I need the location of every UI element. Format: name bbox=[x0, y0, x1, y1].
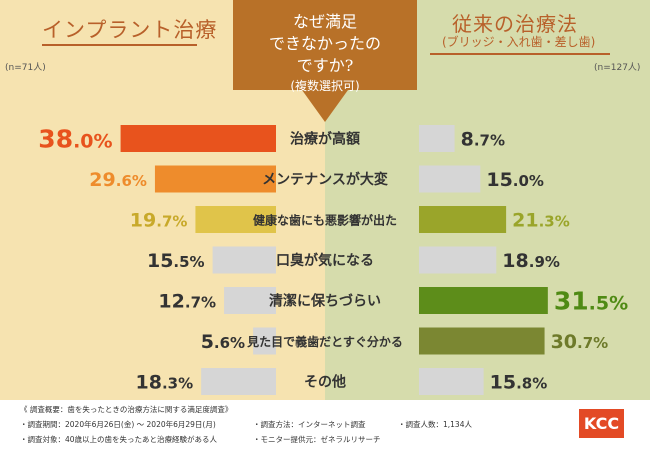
survey-footer bbox=[0, 400, 650, 450]
conventional-bar bbox=[419, 165, 481, 193]
conventional-title-underline bbox=[430, 53, 610, 55]
implant-value-label: 29.6% bbox=[89, 169, 147, 191]
conventional-value-label: 15.8% bbox=[490, 372, 548, 394]
conventional-value-label: 30.7% bbox=[551, 331, 609, 353]
implant-value-label: 12.7% bbox=[158, 291, 216, 313]
implant-value-label: 18.3% bbox=[136, 372, 194, 394]
footer-heading: 《 調査概要：歯を失ったときの治療方法に関する満足度調査》 bbox=[20, 405, 233, 414]
implant-value-label: 15.5% bbox=[147, 250, 205, 272]
category-label: メンテナンスが大変 bbox=[262, 171, 388, 188]
category-label: 口臭が気になる bbox=[276, 252, 374, 269]
question-arrow-shape bbox=[233, 0, 417, 122]
question-line-3: ですか? bbox=[296, 56, 354, 75]
question-banner bbox=[233, 0, 417, 122]
footer-target: ・調査対象：40歳以上の歯を失ったあと治療経験がある人 bbox=[20, 435, 218, 444]
kcc-logo: KCC bbox=[579, 409, 624, 438]
conventional-value-label: 18.9% bbox=[502, 250, 560, 272]
conventional-bar bbox=[419, 125, 455, 152]
conventional-bar bbox=[419, 206, 507, 233]
question-line-2: できなかったの bbox=[268, 34, 381, 53]
question-note: (複数選択可) bbox=[290, 79, 360, 93]
category-label: 清潔に保ちづらい bbox=[269, 293, 381, 310]
category-label: 治療が高額 bbox=[290, 131, 360, 148]
conventional-title: 従来の治療法 bbox=[452, 12, 578, 36]
implant-value-label: 5.6% bbox=[201, 331, 245, 353]
conventional-value-label: 21.3% bbox=[512, 210, 570, 232]
implant-value-label: 19.7% bbox=[130, 210, 188, 232]
footer-period: ・調査期間：2020年6月26日(金) ～ 2020年6月29日(月) bbox=[20, 420, 216, 429]
conventional-subtitle: (ブリッジ・入れ歯・差し歯) bbox=[442, 35, 596, 49]
implant-bar bbox=[120, 125, 276, 152]
conventional-bar bbox=[419, 287, 548, 314]
conventional-value-label: 31.5% bbox=[554, 287, 628, 316]
conventional-bar bbox=[419, 246, 497, 274]
implant-sample-size: (n=71人) bbox=[5, 63, 46, 73]
category-label: 健康な歯にも悪影響が出た bbox=[253, 213, 397, 228]
footer-method: ・調査方法：インターネット調査 bbox=[253, 420, 366, 429]
category-label: その他 bbox=[304, 374, 346, 391]
conventional-value-label: 8.7% bbox=[461, 129, 505, 151]
conventional-value-label: 15.0% bbox=[486, 169, 544, 191]
category-label: 見た目で義歯だとすぐ分かる bbox=[246, 334, 403, 349]
implant-bar bbox=[224, 287, 276, 314]
implant-value-label: 38.0% bbox=[38, 125, 112, 154]
implant-title-underline bbox=[42, 44, 197, 46]
implant-bar bbox=[195, 206, 276, 233]
conventional-sample-size: (n=127人) bbox=[594, 63, 641, 73]
implant-bar bbox=[201, 368, 276, 395]
question-line-1: なぜ満足 bbox=[292, 12, 357, 31]
conventional-bar bbox=[419, 368, 484, 395]
implant-title: インプラント治療 bbox=[42, 18, 218, 42]
implant-bar bbox=[154, 165, 276, 193]
footer-count: ・調査人数：1,134人 bbox=[398, 420, 472, 429]
implant-bar bbox=[253, 327, 276, 355]
implant-bar bbox=[212, 246, 276, 274]
footer-provider: ・モニター提供元：ゼネラルリサーチ bbox=[253, 435, 381, 444]
comparison-chart: 38.0% 8.7% 治療が高額 29.6% 15.0% メンテナンスが大変 19.7% 21… bbox=[38, 125, 628, 395]
conventional-bar bbox=[419, 327, 545, 355]
